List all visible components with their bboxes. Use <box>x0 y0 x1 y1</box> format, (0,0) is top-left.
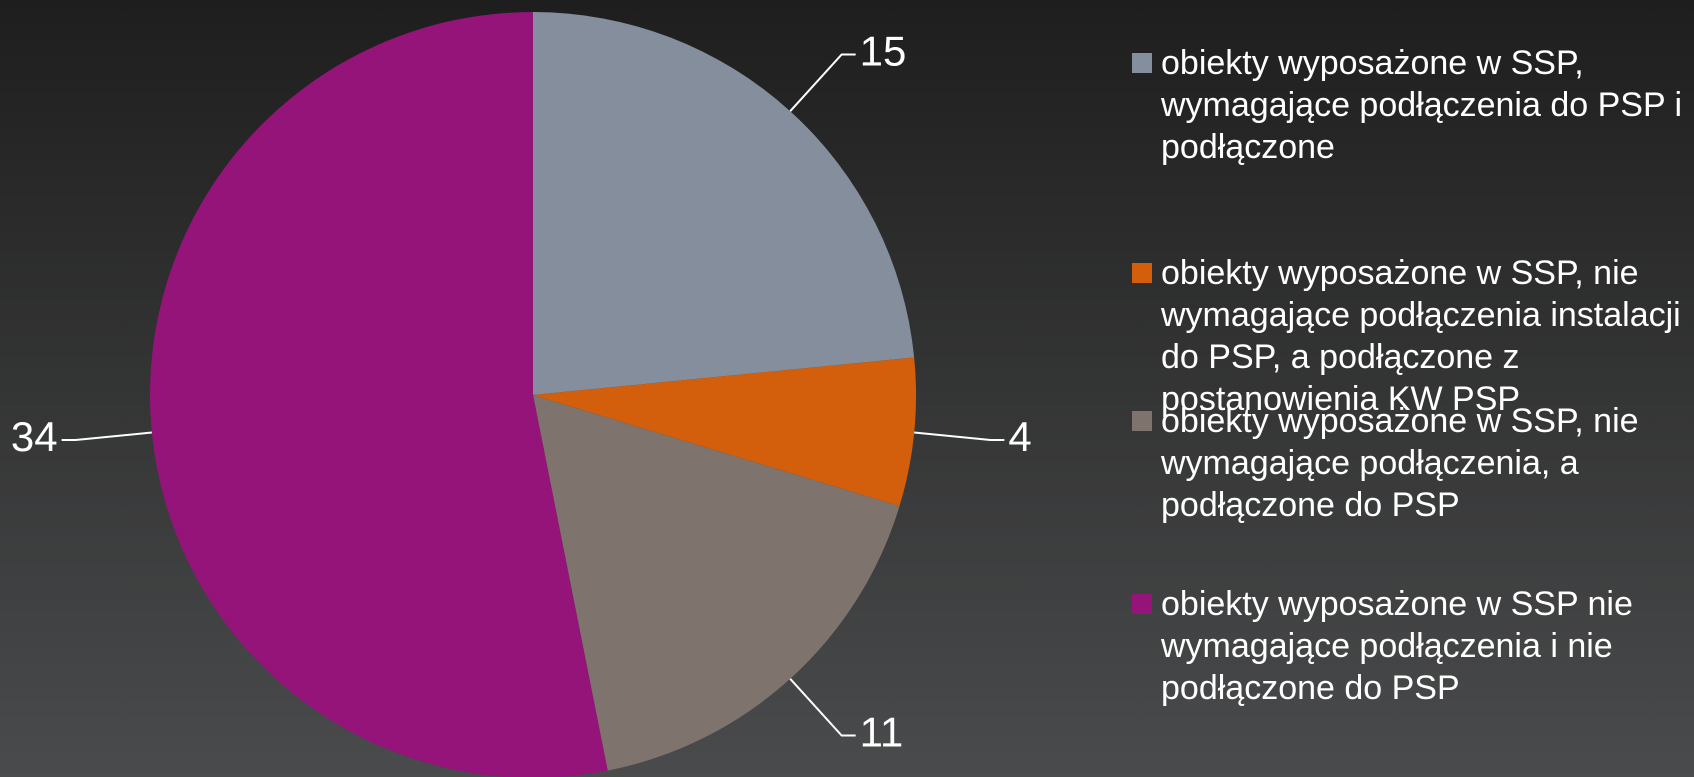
legend-label: obiekty wyposażone w SSP nie wymagające … <box>1161 585 1633 707</box>
legend-label: obiekty wyposażone w SSP, nie wymagające… <box>1161 254 1681 418</box>
leader-line <box>789 678 856 737</box>
legend-label: obiekty wyposażone w SSP, nie wymagające… <box>1161 402 1639 524</box>
pie-slice <box>533 357 917 507</box>
legend-swatch <box>1132 411 1152 431</box>
pie-slice <box>533 395 900 771</box>
legend-entry: obiekty wyposażone w SSP, wymagające pod… <box>1132 42 1689 168</box>
data-label: 4 <box>1008 413 1031 460</box>
legend-label: obiekty wyposażone w SSP, wymagające pod… <box>1161 44 1683 166</box>
data-label: 34 <box>11 413 58 460</box>
leader-line <box>789 53 856 112</box>
legend-entry: obiekty wyposażone w SSP, nie wymagające… <box>1132 400 1689 526</box>
pie-slice <box>533 12 915 395</box>
data-label: 11 <box>860 709 904 756</box>
legend-swatch <box>1132 594 1152 614</box>
legend-entry: obiekty wyposażone w SSP nie wymagające … <box>1132 583 1689 709</box>
legend-swatch <box>1132 53 1152 73</box>
pie-slice <box>150 12 608 777</box>
legend-entry: obiekty wyposażone w SSP, nie wymagające… <box>1132 252 1689 420</box>
data-label: 15 <box>860 28 907 75</box>
legend-swatch <box>1132 263 1152 283</box>
leader-line <box>914 431 1005 442</box>
leader-line <box>61 431 152 442</box>
